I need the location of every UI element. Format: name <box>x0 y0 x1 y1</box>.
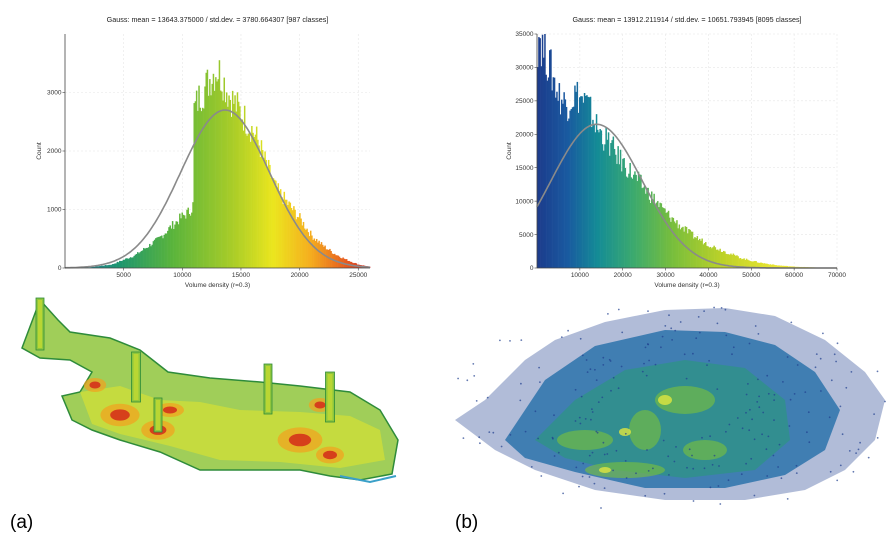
hotspot-core <box>289 434 311 447</box>
panel-a: Gauss: mean = 13643.375000 / std.dev. = … <box>0 0 445 544</box>
hotspot-core <box>163 407 177 414</box>
terrain-shape <box>22 298 398 482</box>
panel-b: Gauss: mean = 13912.211914 / std.dev. = … <box>445 0 890 544</box>
panel-label-a: (a) <box>10 512 33 534</box>
cloud-shape <box>455 307 886 509</box>
point-cloud-scene-b <box>445 0 890 544</box>
hotspot-core <box>89 382 100 389</box>
density-patch <box>557 430 613 450</box>
panel-label-b: (b) <box>455 512 478 534</box>
density-patch <box>629 410 661 450</box>
hotspot-core <box>323 451 337 459</box>
point-cloud-scene-a <box>0 0 445 544</box>
hotspot-core <box>110 409 130 420</box>
density-patch <box>585 462 665 478</box>
hotspot-core <box>314 402 325 409</box>
